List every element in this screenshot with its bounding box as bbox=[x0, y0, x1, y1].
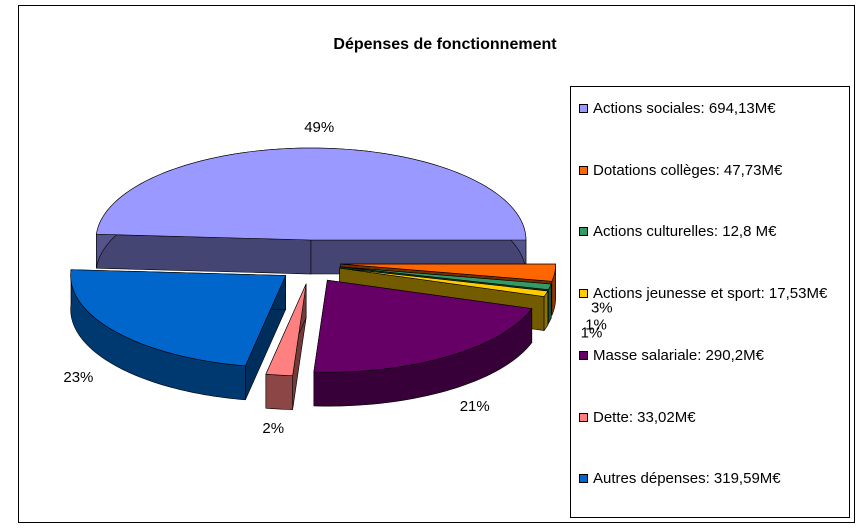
data-label: 1% bbox=[585, 316, 607, 333]
legend-swatch bbox=[579, 227, 588, 237]
legend-swatch bbox=[579, 165, 588, 175]
slice bbox=[70, 269, 287, 401]
legend-item: Actions sociales: 694,13M€ bbox=[579, 99, 857, 118]
legend: Actions sociales: 694,13M€ Dotations coll… bbox=[570, 86, 850, 518]
slice-top bbox=[339, 267, 549, 297]
slice bbox=[265, 283, 307, 410]
legend-label: Masse salariale: 290,2M€ bbox=[593, 346, 764, 364]
legend-item: Dette: 33,02M€ bbox=[579, 408, 857, 427]
legend-swatch bbox=[579, 412, 588, 422]
legend-label: Autres dépenses: 319,59M€ bbox=[593, 470, 781, 488]
legend-label: Actions sociales: 694,13M€ bbox=[593, 100, 776, 117]
chart-title: Dépenses de fonctionnement bbox=[333, 36, 557, 53]
slice bbox=[313, 279, 533, 407]
legend-item: Actions jeunesse et sport: 17,53M€ bbox=[579, 284, 857, 303]
data-label: 49% bbox=[304, 119, 334, 136]
legend-label: Actions culturelles: 12,8 M€ bbox=[593, 223, 777, 241]
slice-top bbox=[70, 269, 287, 367]
data-label: 3% bbox=[591, 300, 613, 317]
data-label: 2% bbox=[262, 420, 284, 437]
slice-top bbox=[265, 283, 307, 376]
slice-side bbox=[96, 233, 312, 275]
slice-top bbox=[313, 279, 533, 373]
legend-swatch bbox=[579, 289, 588, 299]
legend-swatch bbox=[579, 104, 588, 113]
data-label: 1% bbox=[581, 324, 603, 341]
legend-item: Actions culturelles: 12,8 M€ bbox=[579, 222, 857, 241]
slice-wall bbox=[548, 283, 552, 325]
slice-wall bbox=[265, 373, 293, 410]
legend-swatch bbox=[579, 350, 588, 360]
slice-top bbox=[96, 147, 527, 241]
slice-top bbox=[340, 266, 552, 290]
legend-label: Dette: 33,02M€ bbox=[593, 408, 696, 426]
slice-wall bbox=[543, 289, 549, 332]
legend-item: Dotations collèges: 47,73M€ bbox=[579, 161, 857, 180]
legend-label: Dotations collèges: 47,73M€ bbox=[593, 161, 783, 179]
legend-item: Autres dépenses: 319,59M€ bbox=[579, 469, 857, 488]
data-label: 21% bbox=[460, 398, 490, 415]
legend-item: Masse salariale: 290,2M€ bbox=[579, 346, 857, 365]
legend-swatch bbox=[579, 474, 588, 484]
data-label: 23% bbox=[63, 369, 93, 386]
legend-label: Actions jeunesse et sport: 17,53M€ bbox=[593, 285, 828, 303]
slice-top bbox=[340, 263, 556, 282]
